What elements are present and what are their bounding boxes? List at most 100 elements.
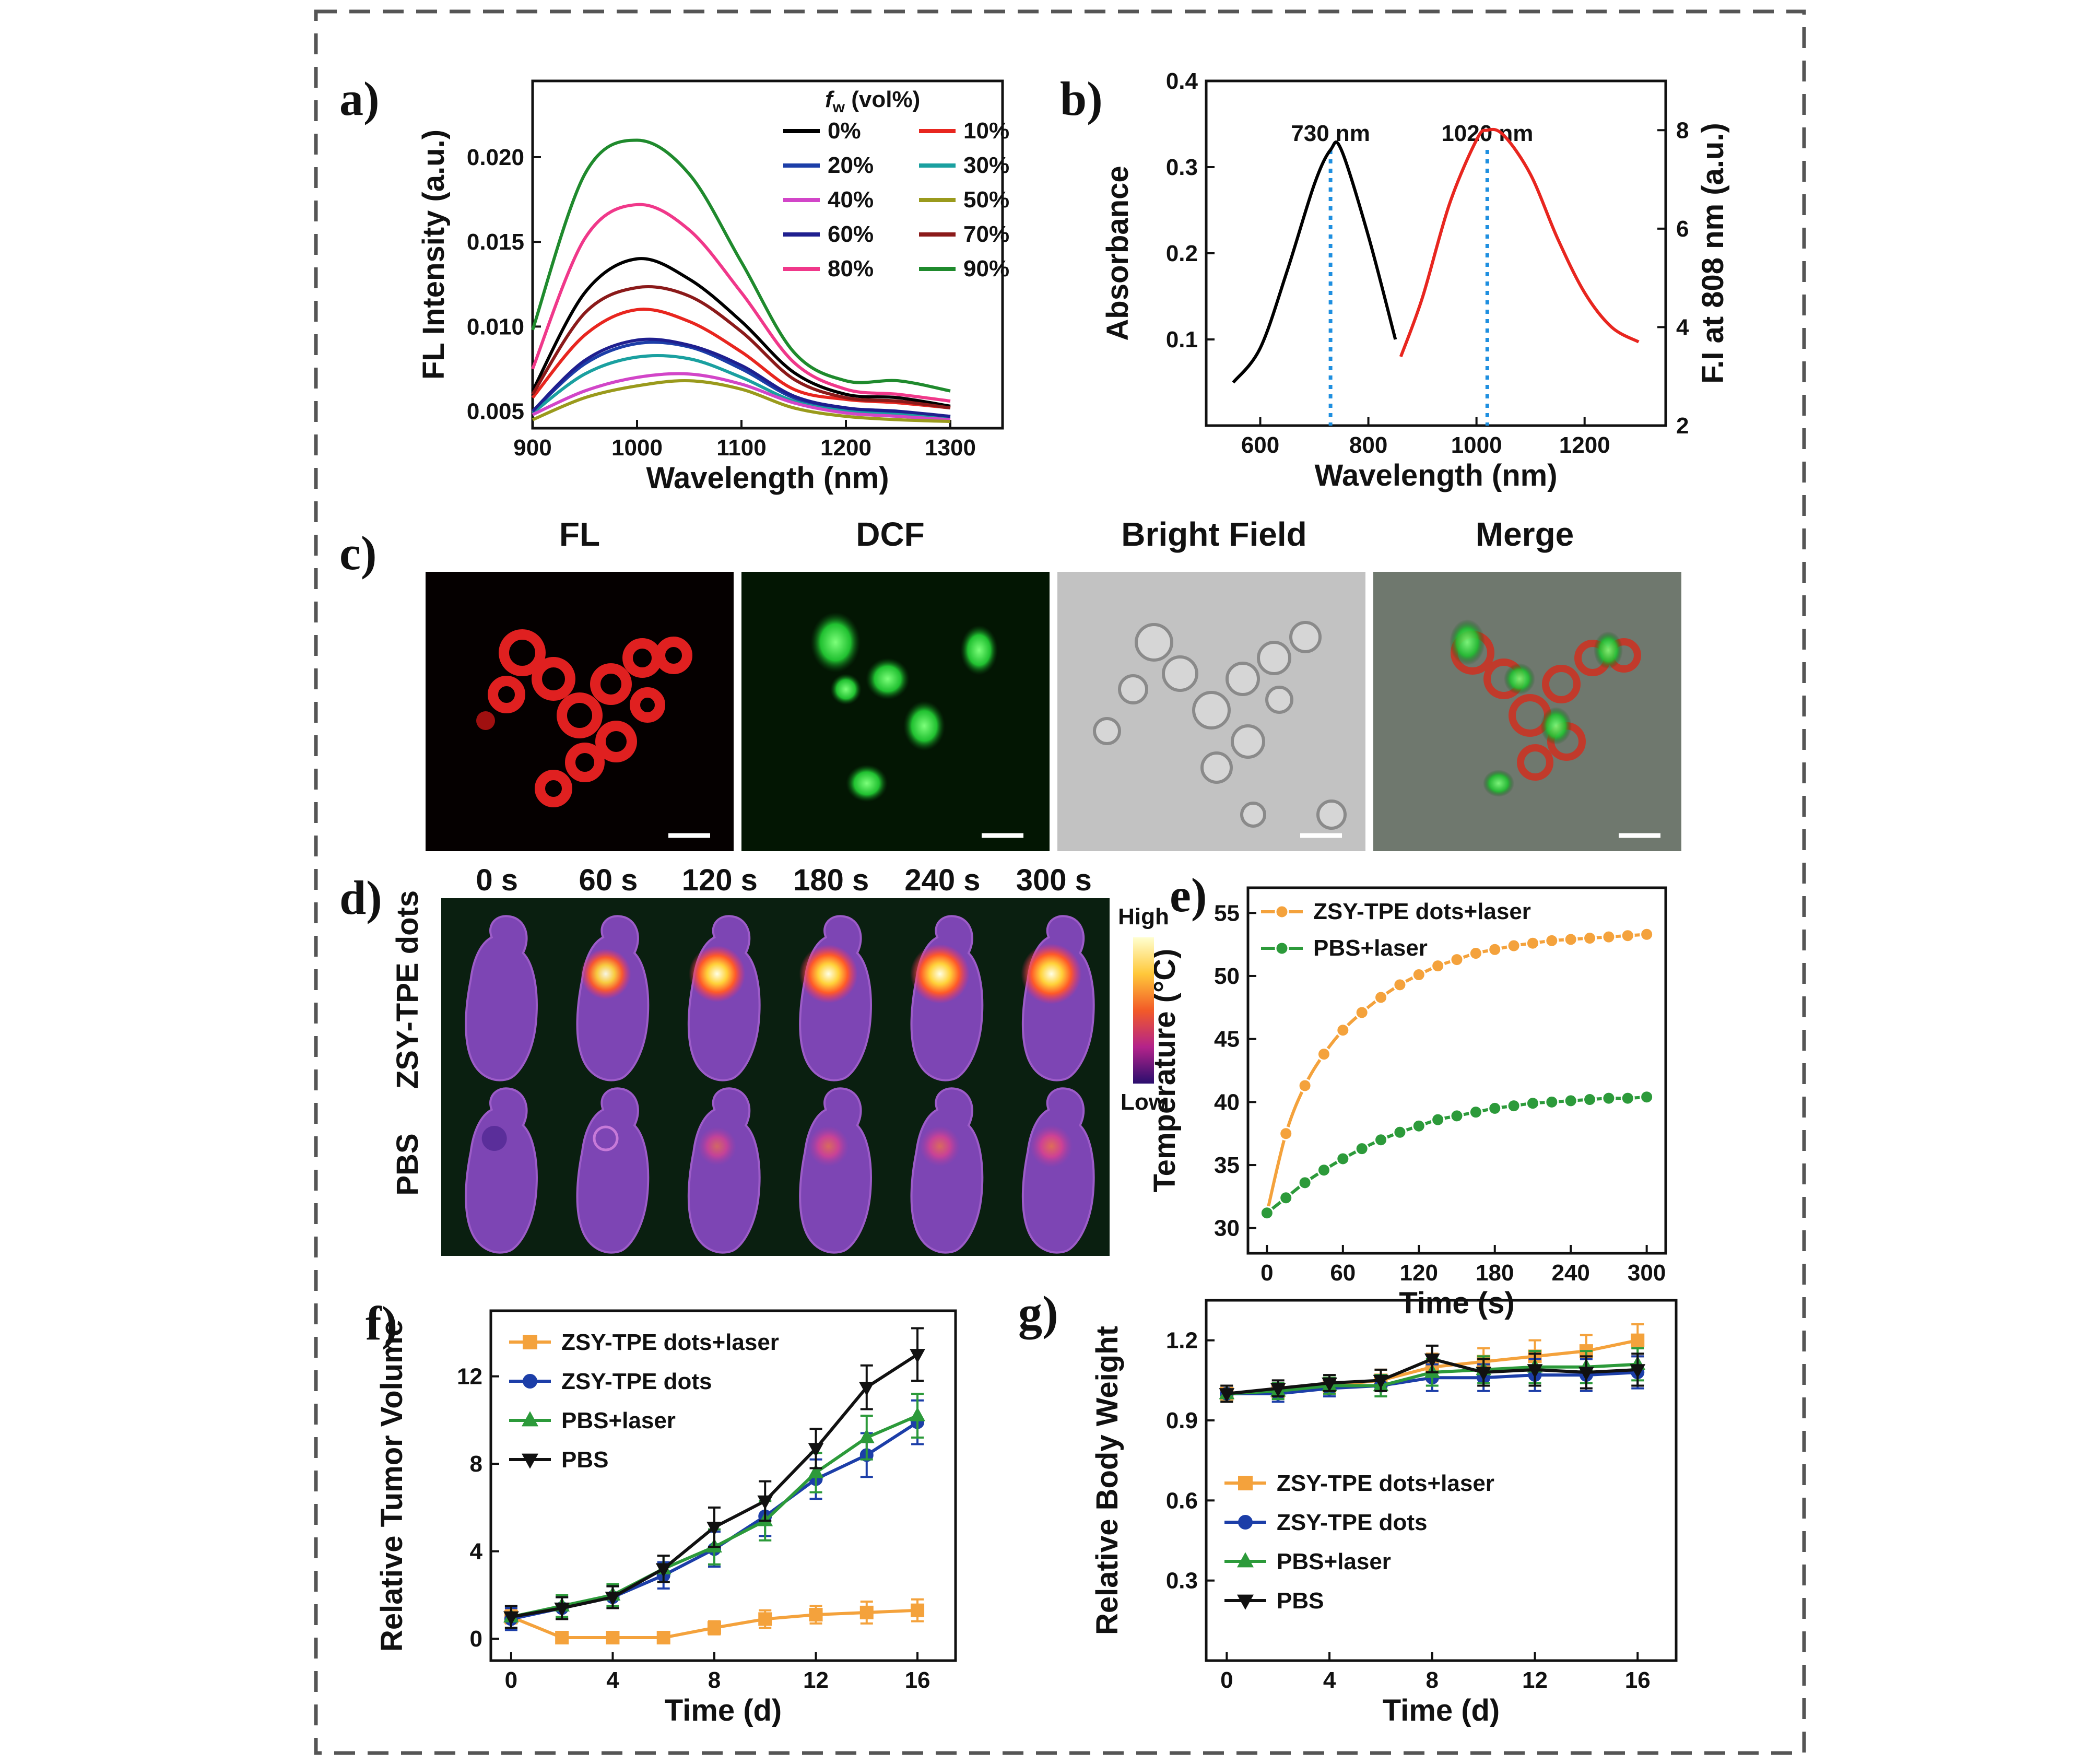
y-tick-label: 0: [470, 1626, 482, 1652]
data-point: [706, 1521, 722, 1536]
chart-a-fl-intensity: 900 1000 1100 1200 1300 0.005 0.010 0.015 0.020 W…: [417, 79, 1009, 495]
data-point: [1374, 990, 1388, 1005]
hotspot: [920, 1126, 960, 1167]
series-line-40: [532, 372, 951, 421]
x-tick-label: 1200: [820, 435, 871, 461]
data-point: [1316, 1163, 1331, 1178]
y-axis-title: Absorbance: [1101, 166, 1135, 340]
mouse-body: [687, 1087, 761, 1254]
time-label: 60 s: [579, 863, 638, 897]
data-point: [1563, 1093, 1578, 1108]
y-tick-label: 0.010: [467, 314, 524, 339]
bright-field-image: [1057, 572, 1365, 851]
series-line-30: [532, 354, 951, 420]
legend-marker: [1275, 941, 1289, 956]
row-label-pbs: PBS: [391, 1133, 425, 1195]
chart-f-tumor-volume: 0 4 8 12 16 0 4 8 12 Time (d) Relative Tumor Volum…: [375, 1309, 957, 1727]
hotspot: [808, 1126, 849, 1167]
time-label: 300 s: [1016, 863, 1092, 897]
legend-label: ZSY-TPE dots+laser: [561, 1330, 779, 1355]
x-tick-label: 0: [1220, 1667, 1233, 1693]
y-tick-label: 0.9: [1166, 1408, 1198, 1433]
series-line-90: [531, 138, 951, 393]
panel-label-a: a): [339, 72, 380, 125]
x-tick-label: 1000: [1451, 432, 1502, 458]
data-point: [1393, 1125, 1407, 1139]
mouse-thermal: [1021, 915, 1095, 1081]
x-axis-title: Wavelength (nm): [646, 461, 889, 495]
y-tick-label: 0.3: [1166, 155, 1198, 180]
x-tick-label: 800: [1349, 432, 1387, 458]
panel-label-d: d): [339, 871, 382, 924]
legend-marker: [1237, 1552, 1254, 1568]
x-tick-label: 1100: [716, 435, 766, 461]
legend-marker: [1238, 1515, 1253, 1530]
legend-marker: [1275, 904, 1289, 919]
chart-b-absorbance: 600 800 1000 1200 0.1 0.2 0.3 0.4 Wavelength (nm…: [1101, 68, 1730, 492]
y-tick-label: 0.015: [467, 229, 524, 255]
y-tick-label: 12: [457, 1364, 482, 1390]
legend-label: 90%: [963, 256, 1009, 281]
plot-frame: [1205, 1299, 1678, 1662]
colorbar-low-label: Low: [1121, 1089, 1167, 1115]
hotspot: [910, 944, 970, 1004]
panel-label-e: e): [1170, 868, 1207, 922]
x-tick-label: 300: [1628, 1260, 1666, 1286]
y-tick-label: 0.020: [467, 145, 524, 170]
dcf-image: [741, 572, 1050, 851]
x-tick-label: 12: [803, 1667, 829, 1693]
data-point: [707, 1621, 721, 1635]
header-bright-field: Bright Field: [1121, 515, 1307, 553]
legend-marker: [523, 1335, 537, 1349]
time-label: 180 s: [793, 863, 869, 897]
data-point: [1219, 1388, 1235, 1403]
mouse-thermal: [465, 915, 538, 1081]
data-point: [1450, 952, 1464, 967]
legend-label: PBS+laser: [561, 1408, 676, 1433]
plot-frame: [1246, 886, 1667, 1255]
data-point: [1545, 1095, 1559, 1109]
y-tick-label: 40: [1214, 1089, 1240, 1115]
data-point: [1373, 1374, 1389, 1389]
data-point: [1620, 928, 1635, 943]
hotspot: [1030, 1125, 1073, 1168]
mouse-thermal: [910, 915, 984, 1081]
row-label-zsy-tpe-dots: ZSY-TPE dots: [391, 890, 425, 1089]
y-tick-label: 50: [1214, 963, 1240, 989]
y-tick-label: 55: [1214, 900, 1240, 926]
data-point: [1488, 942, 1502, 957]
y-tick-label: 30: [1214, 1216, 1240, 1241]
data-point: [1336, 1023, 1350, 1038]
data-point: [1468, 946, 1483, 961]
data-point: [1279, 1191, 1293, 1205]
series-line-70: [531, 285, 951, 410]
data-point: [1259, 1206, 1274, 1220]
hotspot: [580, 948, 631, 999]
x-tick-label: 0: [1260, 1260, 1273, 1286]
x-tick-label: 180: [1476, 1260, 1514, 1286]
legend-marker: [1237, 1594, 1254, 1610]
data-point: [1525, 1096, 1540, 1111]
y-axis-title: Relative Body Weight: [1090, 1326, 1124, 1635]
y2-tick-label: 4: [1676, 314, 1689, 340]
x-axis-title: Time (d): [1383, 1694, 1500, 1727]
y-tick-label: 0.2: [1166, 241, 1198, 266]
mouse-thermal: [799, 915, 872, 1081]
panel-label-g: g): [1018, 1286, 1058, 1339]
hotspot: [1021, 944, 1082, 1004]
mouse-body: [465, 915, 538, 1081]
legend-label: PBS: [561, 1447, 608, 1473]
data-point: [1631, 1333, 1645, 1347]
data-point: [858, 1381, 875, 1396]
legend-label: ZSY-TPE dots: [1277, 1510, 1427, 1535]
x-tick-label: 16: [905, 1667, 930, 1693]
x-tick-label: 120: [1400, 1260, 1438, 1286]
panel-label-b: b): [1060, 72, 1103, 125]
data-point: [1270, 1383, 1286, 1397]
data-point: [757, 1495, 773, 1510]
data-point: [1601, 930, 1616, 944]
fl-series-line: [1399, 127, 1640, 358]
x-tick-label: 4: [606, 1667, 619, 1693]
data-point: [809, 1608, 823, 1622]
